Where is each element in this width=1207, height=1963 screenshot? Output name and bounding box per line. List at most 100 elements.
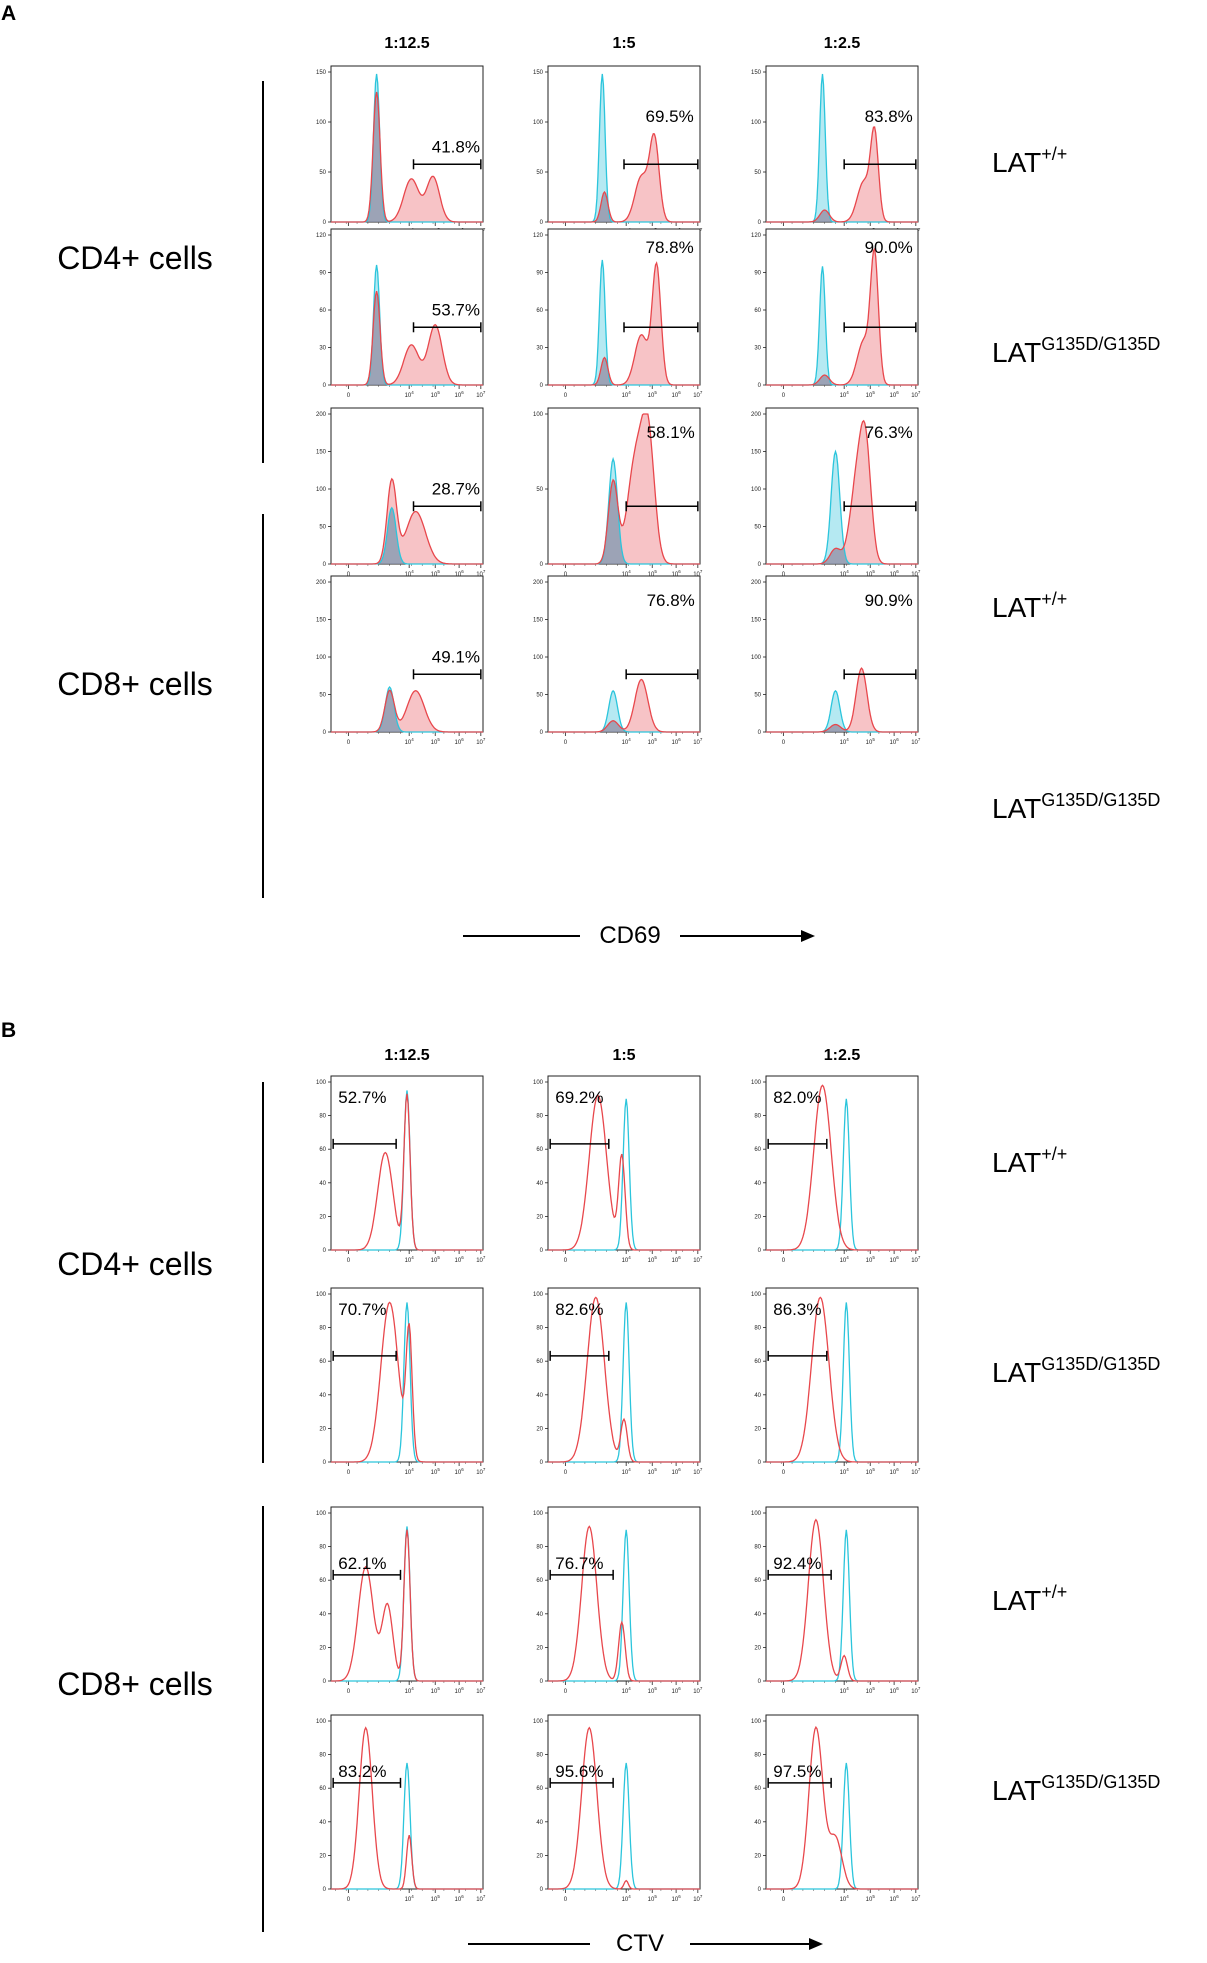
x-tick-label: 0: [347, 1470, 351, 1476]
plot-frame: [547, 1506, 701, 1682]
column-header: 1:5: [612, 35, 635, 52]
y-tick-label: 100: [751, 487, 762, 493]
stimulated-curve: [548, 1726, 700, 1890]
x-tick-label: 107: [476, 737, 486, 746]
gate-percent-label: 97.5%: [773, 1762, 821, 1781]
y-tick-label: 50: [754, 170, 761, 176]
column-header: 1:2.5: [824, 35, 861, 52]
stimulated-curve: [331, 1726, 483, 1890]
y-tick-label: 40: [319, 1181, 326, 1187]
histogram-plot: 050100150010410510610783.8%: [751, 65, 921, 236]
x-tick-label: 105: [431, 390, 441, 399]
y-tick-label: 60: [754, 1147, 761, 1153]
x-tick-label: 0: [564, 1258, 568, 1264]
stimulated-curve: [548, 413, 700, 565]
plot-frame: [765, 407, 919, 565]
y-tick-label: 30: [754, 346, 761, 352]
x-tick-label: 107: [476, 1894, 486, 1903]
y-tick-label: 20: [754, 1853, 761, 1859]
y-tick-label: 100: [533, 1080, 544, 1086]
y-tick-label: 40: [319, 1612, 326, 1618]
histogram-plot: 0 50 100 150 200 0 104 105 106 107 90.9%: [751, 575, 921, 746]
y-tick-label: 60: [536, 1359, 543, 1365]
x-tick-label: 104: [622, 569, 632, 578]
x-tick-label: 105: [648, 1255, 658, 1264]
x-axis-label: CD69: [599, 922, 660, 949]
y-tick-label: 80: [536, 1753, 543, 1759]
x-tick-label: 106: [890, 569, 900, 578]
y-tick-label: 100: [751, 120, 762, 126]
y-tick-label: 90: [536, 271, 543, 277]
x-tick-label: 104: [405, 1686, 415, 1695]
plot-frame: [765, 1075, 919, 1251]
stimulated-curve: [548, 261, 700, 386]
y-tick-label: 200: [533, 580, 544, 586]
x-tick-label: 107: [693, 569, 703, 578]
column-header: 1:12.5: [384, 1047, 429, 1064]
histogram-plot: 0 30 60 90 120 0 104 105 106 107 53.7%: [316, 228, 486, 399]
y-tick-label: 0: [758, 730, 762, 736]
plot-frame: [547, 65, 701, 223]
unstimulated-area: [766, 451, 918, 564]
y-tick-label: 80: [754, 1753, 761, 1759]
y-tick-label: 0: [323, 383, 327, 389]
x-tick-label: 105: [866, 1894, 876, 1903]
y-tick-label: 0: [323, 1248, 327, 1254]
x-tick-label: 107: [693, 737, 703, 746]
y-tick-label: 150: [316, 618, 327, 624]
plot-frame: [330, 1714, 484, 1890]
x-tick-label: 0: [782, 1470, 786, 1476]
x-tick-label: 107: [911, 569, 921, 578]
x-tick-label: 105: [866, 1686, 876, 1695]
y-tick-label: 90: [754, 271, 761, 277]
gate-percent-label: 58.1%: [647, 423, 695, 442]
stimulated-area: [548, 414, 700, 564]
stimulated-curve: [331, 689, 483, 733]
gate-percent-label: 76.8%: [647, 591, 695, 610]
y-tick-label: 40: [754, 1393, 761, 1399]
y-tick-label: 100: [533, 1292, 544, 1298]
y-tick-label: 80: [319, 1114, 326, 1120]
y-tick-label: 0: [540, 1248, 544, 1254]
y-tick-label: 20: [536, 1426, 543, 1432]
plot-frame: [765, 1506, 919, 1682]
x-tick-label: 105: [431, 1255, 441, 1264]
histogram-plot: 0 50 100 150 200 0 104 105 106 107 49.1%: [316, 575, 486, 746]
gate-percent-label: 82.6%: [555, 1300, 603, 1319]
gate-percent-label: 76.3%: [865, 423, 913, 442]
x-tick-label: 0: [782, 1897, 786, 1903]
plot-frame: [330, 1287, 484, 1463]
x-tick-label: 0: [782, 572, 786, 578]
x-tick-label: 105: [866, 390, 876, 399]
y-tick-label: 50: [536, 170, 543, 176]
stimulated-area: [766, 249, 918, 385]
y-tick-label: 0: [758, 562, 762, 568]
gate-percent-label: 86.3%: [773, 1300, 821, 1319]
histogram-plot: 0 20 40 60 80 100 0 104 105 106 107 82.6%: [533, 1287, 703, 1476]
x-tick-label: 0: [347, 1258, 351, 1264]
stimulated-curve: [766, 419, 918, 565]
histogram-plot: 0 20 40 60 80 100 0 104 105 106 107 62.1%: [316, 1506, 486, 1695]
x-tick-label: 104: [405, 390, 415, 399]
plot-frame: [765, 575, 919, 733]
x-tick-label: 106: [455, 1686, 465, 1695]
stimulated-area: [766, 127, 918, 222]
x-tick-label: 106: [672, 1686, 682, 1695]
y-tick-label: 150: [751, 450, 762, 456]
gate-percent-label: 90.0%: [865, 238, 913, 257]
y-tick-label: 0: [758, 1248, 762, 1254]
y-tick-label: 100: [316, 120, 327, 126]
plot-frame: [330, 1075, 484, 1251]
plot-frame: [547, 1287, 701, 1463]
plot-frame: [547, 1075, 701, 1251]
y-tick-label: 100: [533, 120, 544, 126]
gate-percent-label: 69.2%: [555, 1088, 603, 1107]
plot-frame: [765, 228, 919, 386]
histogram-plot: 0 20 40 60 80 100 0 104 105 106 107 83.2%: [316, 1714, 486, 1903]
stimulated-curve: [766, 1725, 918, 1890]
y-tick-label: 100: [751, 1292, 762, 1298]
x-tick-label: 106: [455, 390, 465, 399]
group-label: CD4+ cells: [57, 240, 213, 276]
y-tick-label: 120: [533, 233, 544, 239]
y-tick-label: 100: [316, 1080, 327, 1086]
